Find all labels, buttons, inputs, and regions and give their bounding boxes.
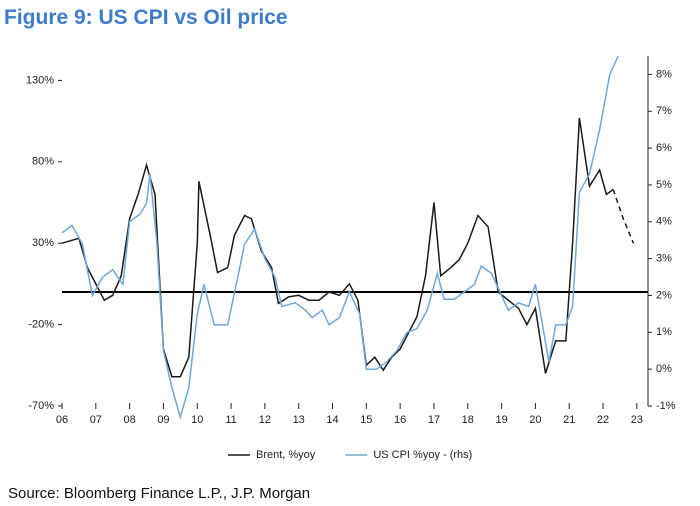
y2-tick-label: 7% <box>656 105 672 117</box>
data-line <box>61 117 614 378</box>
x-tick-label: 06 <box>56 414 68 426</box>
x-tick-label: 09 <box>157 414 169 426</box>
x-tick-label: 11 <box>225 414 236 426</box>
y-tick-label: 130% <box>26 74 54 86</box>
x-tick-label: 17 <box>428 414 440 426</box>
x-tick-label: 19 <box>495 414 507 426</box>
y-tick-label: -70% <box>28 400 54 412</box>
y2-tick-label: 8% <box>656 68 672 80</box>
legend-label: Brent, %yoy <box>256 449 316 461</box>
y2-tick-label: 2% <box>656 289 672 301</box>
x-tick-label: 13 <box>293 414 305 426</box>
x-tick-label: 12 <box>259 414 271 426</box>
y2-tick-label: 5% <box>656 179 672 191</box>
y2-tick-label: 6% <box>656 142 672 154</box>
y2-tick-label: 0% <box>656 363 672 375</box>
y2-tick-label: 3% <box>656 253 672 265</box>
y-tick-label: 30% <box>32 237 54 249</box>
x-tick-label: 20 <box>529 414 541 426</box>
chart-title: Figure 9: US CPI vs Oil price <box>4 6 288 29</box>
x-tick-label: 10 <box>191 414 203 426</box>
data-line <box>612 189 635 244</box>
x-tick-label: 08 <box>124 414 136 426</box>
x-tick-label: 07 <box>90 414 102 426</box>
x-tick-label: 18 <box>462 414 474 426</box>
y2-tick-label: -1% <box>656 400 676 412</box>
y-tick-label: 80% <box>32 156 54 168</box>
data-line <box>61 55 619 420</box>
y-tick-label: -20% <box>28 319 54 331</box>
source-note: Source: Bloomberg Finance L.P., J.P. Mor… <box>8 485 310 502</box>
x-tick-label: 16 <box>394 414 406 426</box>
x-tick-label: 21 <box>563 414 575 426</box>
legend-label: US CPI %yoy - (rhs) <box>373 449 472 461</box>
y2-tick-label: 4% <box>656 216 672 228</box>
x-tick-label: 14 <box>326 414 338 426</box>
y2-tick-label: 1% <box>656 326 672 338</box>
x-tick-label: 15 <box>360 414 372 426</box>
x-tick-label: 22 <box>597 414 609 426</box>
x-tick-label: 23 <box>631 414 643 426</box>
